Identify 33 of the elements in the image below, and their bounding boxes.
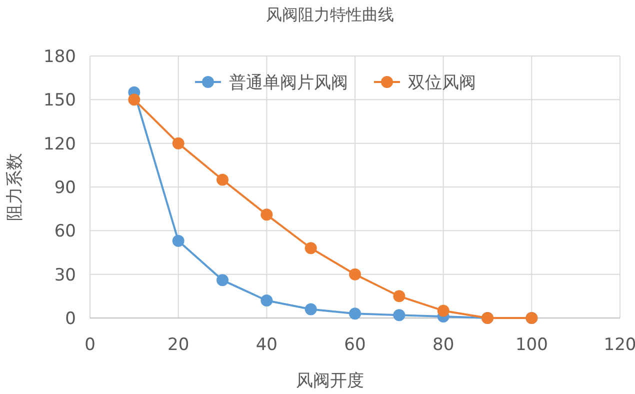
x-tick-label: 100 [515,335,548,355]
point [349,308,361,320]
y-tick-label: 30 [54,265,76,286]
x-tick-label: 80 [432,335,454,355]
y-tick-label: 90 [54,178,76,198]
x-tick-label: 0 [84,335,96,355]
y-tick-label: 0 [65,309,76,329]
point [393,309,406,322]
point [437,304,450,317]
point [216,274,228,286]
point [260,208,273,221]
x-tick-label: 40 [256,335,278,355]
y-tick-label: 60 [54,222,76,242]
point [172,137,184,150]
point [260,294,273,307]
legend-label: 双位风阀 [408,73,476,93]
x-tick-label: 120 [604,335,635,355]
point [216,174,228,186]
x-tick-label: 20 [168,335,190,355]
point [393,290,406,302]
point [304,303,317,316]
point [349,268,361,280]
legend-label: 普通单阀片风阀 [229,73,348,93]
y-tick-label: 180 [44,47,76,67]
x-axis-title: 风阀开度 [296,371,364,391]
chart-title: 风阀阻力特性曲线 [266,5,394,24]
point [128,94,140,106]
point [172,234,184,247]
y-tick-label: 120 [44,134,76,154]
y-axis-title: 阻力系数 [5,153,25,221]
point [304,242,317,254]
y-tick-label: 150 [44,90,76,111]
x-tick-label: 60 [344,335,366,355]
